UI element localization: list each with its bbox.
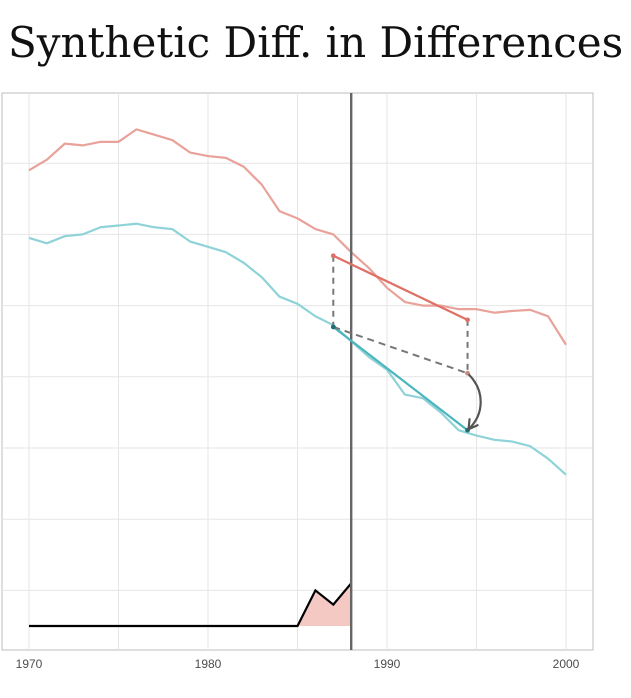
effect-arrow xyxy=(467,373,482,429)
sdid-annotations xyxy=(330,93,482,650)
post-treated-point xyxy=(465,317,470,323)
time-weights-area xyxy=(29,582,353,628)
x-tick-label: 1980 xyxy=(195,657,222,671)
time-weights-line xyxy=(29,582,353,628)
pre-control-point xyxy=(330,324,336,330)
control-change-segment xyxy=(332,326,469,432)
series-lines xyxy=(28,128,567,476)
chart-title: Synthetic Diff. in Differences xyxy=(8,18,624,67)
treated-series-line xyxy=(28,128,567,346)
counterfactual-dashed xyxy=(332,326,468,375)
grid-lines xyxy=(1,92,594,651)
control-series-line xyxy=(28,222,567,476)
x-tick-label: 1970 xyxy=(16,657,43,671)
x-tick-label: 1990 xyxy=(374,657,401,671)
x-tick-label: 2000 xyxy=(553,657,580,671)
x-axis-ticks: 1970 1980 1990 2000 xyxy=(16,657,580,671)
treated-change-segment xyxy=(332,254,469,321)
pre-treated-point xyxy=(330,253,336,259)
effect-arrowhead xyxy=(467,418,479,431)
time-weights-fill xyxy=(29,583,352,626)
